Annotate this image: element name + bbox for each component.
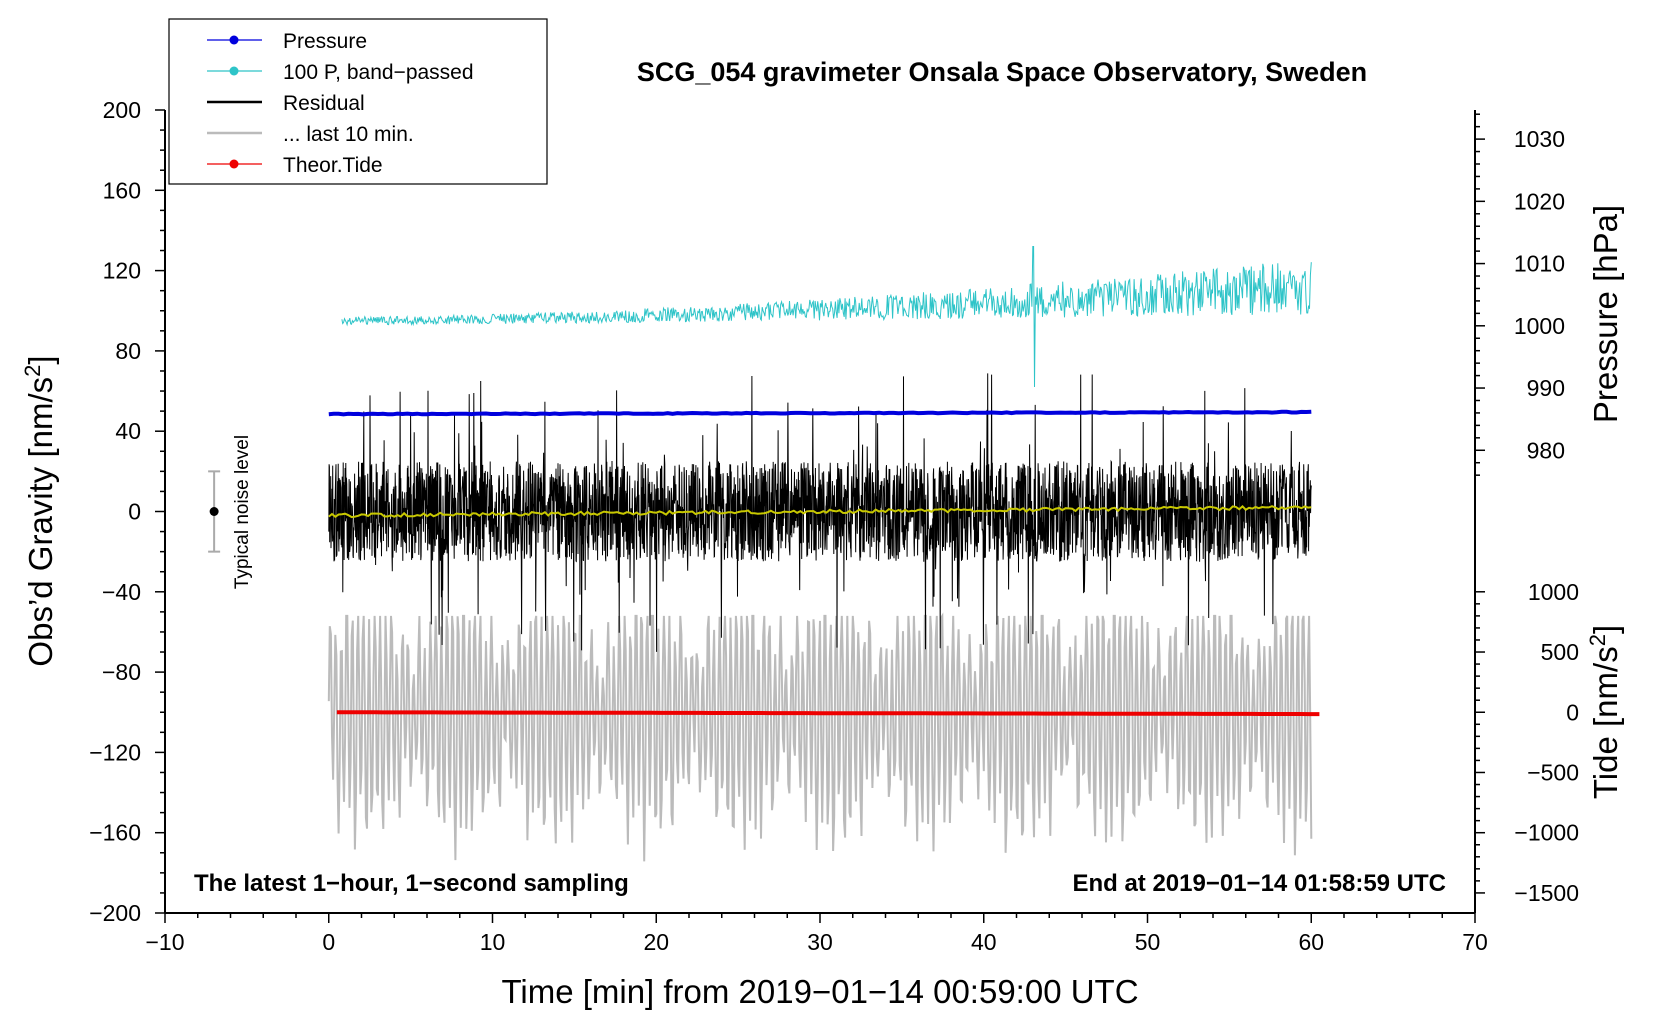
legend-label: 100 P, band−passed <box>283 61 474 84</box>
legend-swatch-marker <box>229 159 239 169</box>
pressure-tick-label: 980 <box>1527 437 1565 463</box>
y-axis-title-close: ] <box>22 355 59 364</box>
x-tick-label: 70 <box>1462 929 1488 955</box>
y-tick-label: 120 <box>103 258 141 284</box>
legend-swatch-marker <box>229 66 239 76</box>
tide-axis-title-sup: 2 <box>1585 634 1610 646</box>
noise-level-label: Typical noise level <box>232 435 253 589</box>
tide-tick-label: 500 <box>1541 639 1579 665</box>
x-tick-label: 50 <box>1135 929 1161 955</box>
x-axis-title: Time [min] from 2019−01−14 00:59:00 UTC <box>501 973 1138 1010</box>
plot-data-layer <box>327 246 1320 862</box>
pressure-tick-label: 1010 <box>1514 251 1565 277</box>
tide-axis-title-close: ] <box>1587 625 1624 634</box>
y-tick-label: 0 <box>128 499 141 525</box>
x-tick-label: 10 <box>480 929 506 955</box>
tide-tick-label: 1000 <box>1528 579 1579 605</box>
note-end-time: End at 2019−01−14 01:58:59 UTC <box>1072 870 1446 897</box>
legend-label: ... last 10 min. <box>283 123 414 146</box>
y-tick-label: 160 <box>103 177 141 203</box>
series-residual-line <box>328 373 1312 652</box>
tide-axis-title: Tide [nm/s2] <box>1585 625 1624 799</box>
y-tick-label: −160 <box>89 820 141 846</box>
series-pressure-line <box>328 409 1312 417</box>
x-tick-label: −10 <box>145 929 184 955</box>
x-tick-label: 20 <box>643 929 669 955</box>
y-tick-label: 80 <box>115 338 141 364</box>
y-tick-label: −200 <box>89 900 141 926</box>
pressure-axis-title: Pressure [hPa] <box>1587 205 1624 423</box>
tide-tick-label: 0 <box>1566 699 1579 725</box>
y-tick-label: −80 <box>102 659 141 685</box>
legend-label: Theor.Tide <box>283 154 383 177</box>
y-axis-title-main: Obs’d Gravity [nm/s <box>22 377 59 667</box>
x-tick-label: 60 <box>1298 929 1324 955</box>
pressure-tick-label: 1030 <box>1514 126 1565 152</box>
note-latest-hour: The latest 1−hour, 1−second sampling <box>194 870 629 897</box>
tide-tick-label: −1000 <box>1514 820 1579 846</box>
series-last-10-min-line <box>327 612 1313 862</box>
legend-swatch-marker <box>229 35 239 45</box>
legend: Pressure 100 P, band−passed Residual ... la… <box>168 18 548 185</box>
chart-title: SCG_054 gravimeter Onsala Space Observat… <box>637 57 1367 87</box>
y-tick-label: 40 <box>115 418 141 444</box>
plot-axes-layer: −10 0 10 20 30 40 50 60 7020016012080400−40−80−1… <box>89 97 1579 955</box>
y-tick-label: 200 <box>103 97 141 123</box>
legend-label: Residual <box>283 92 365 115</box>
x-tick-label: 40 <box>971 929 997 955</box>
series-mean-residual-line <box>328 505 1312 519</box>
noise-bar-center-dot <box>209 507 219 516</box>
legend-label: Pressure <box>283 30 367 53</box>
x-tick-label: 30 <box>807 929 833 955</box>
y-axis-title-sup: 2 <box>20 365 45 377</box>
pressure-tick-label: 1000 <box>1514 313 1565 339</box>
series-pressure-bandpassed-line <box>341 246 1312 388</box>
pressure-tick-label: 1020 <box>1514 188 1565 214</box>
y-axis-title: Obs’d Gravity [nm/s2] <box>20 355 59 666</box>
y-tick-label: −40 <box>102 579 141 605</box>
series-theoretical-tide-line <box>336 710 1320 717</box>
pressure-tick-label: 990 <box>1527 375 1565 401</box>
tide-axis-title-main: Tide [nm/s <box>1587 646 1624 799</box>
x-tick-label: 0 <box>322 929 335 955</box>
tide-tick-label: −500 <box>1527 759 1579 785</box>
y-tick-label: −120 <box>89 739 141 765</box>
tide-tick-label: −1500 <box>1514 880 1579 906</box>
